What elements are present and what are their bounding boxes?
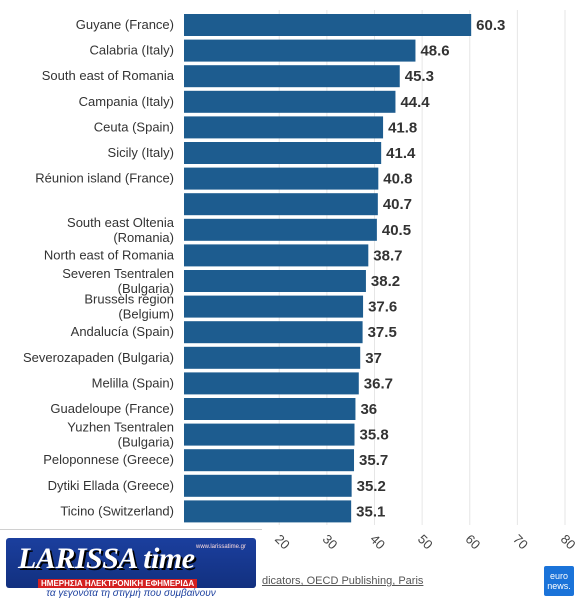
value-label: 38.2 bbox=[371, 273, 400, 290]
logo-name: LARISSA time bbox=[18, 542, 195, 575]
logo-band: LARISSA time www.larissatime.gr ΗΜΕΡΗΣΙΑ… bbox=[6, 538, 256, 588]
x-tick-label: 70 bbox=[510, 531, 531, 552]
bar bbox=[184, 39, 416, 62]
x-tick-label: 50 bbox=[415, 531, 436, 552]
value-label: 35.8 bbox=[359, 427, 388, 444]
category-label: Melilla (Spain) bbox=[92, 375, 174, 390]
bar bbox=[184, 90, 396, 113]
category-label: South east Oltenia (Romania) bbox=[67, 215, 175, 245]
category-label: Guadeloupe (France) bbox=[50, 401, 174, 416]
bar bbox=[184, 449, 355, 472]
value-label: 60.3 bbox=[476, 17, 505, 34]
bar bbox=[184, 193, 378, 216]
value-label: 37 bbox=[365, 350, 382, 367]
bar bbox=[184, 372, 359, 395]
category-label: Campania (Italy) bbox=[79, 94, 174, 109]
value-label: 45.3 bbox=[405, 68, 434, 85]
category-label: Andalucía (Spain) bbox=[71, 324, 174, 339]
value-label: 35.2 bbox=[357, 478, 386, 495]
bar bbox=[184, 423, 355, 446]
logo-subtitle: ΗΜΕΡΗΣΙΑ ΗΛΕΚΤΡΟΝΙΚΗ ΕΦΗΜΕΡΙΔΑ bbox=[38, 579, 198, 588]
category-label: Ticino (Switzerland) bbox=[60, 503, 174, 518]
logo-url: www.larissatime.gr bbox=[196, 544, 247, 550]
bar bbox=[184, 218, 377, 241]
value-label: 37.5 bbox=[368, 324, 397, 341]
value-label: 44.4 bbox=[400, 94, 430, 111]
category-label: Peloponnese (Greece) bbox=[43, 452, 174, 467]
bar bbox=[184, 167, 379, 190]
bar bbox=[184, 346, 361, 369]
bar bbox=[184, 474, 352, 497]
value-label: 41.4 bbox=[386, 145, 416, 162]
bar bbox=[184, 116, 384, 139]
value-label: 35.1 bbox=[356, 503, 385, 520]
category-label: Brussels region (Belgium) bbox=[84, 292, 174, 322]
category-label: Yuzhen Tsentralen (Bulgaria) bbox=[67, 420, 174, 450]
source-text[interactable]: dicators, OECD Publishing, Paris bbox=[262, 575, 424, 587]
value-label: 38.7 bbox=[373, 247, 402, 264]
category-label: Guyane (France) bbox=[76, 17, 174, 32]
value-label: 40.5 bbox=[382, 222, 411, 239]
bar bbox=[184, 142, 382, 164]
category-label: Severozapaden (Bulgaria) bbox=[23, 350, 174, 365]
value-label: 35.7 bbox=[359, 452, 388, 469]
bar bbox=[184, 321, 363, 344]
bar bbox=[184, 14, 472, 36]
value-label: 36.7 bbox=[364, 375, 393, 392]
category-label: North east of Romania bbox=[44, 247, 175, 262]
logo-tagline: τα γεγονότα τη στιγμή που συμβαίνουν bbox=[46, 588, 216, 599]
bars bbox=[184, 14, 472, 523]
category-labels: Guyane (France) Calabria (Italy) South eas… bbox=[23, 17, 175, 518]
grid-lines bbox=[278, 10, 566, 525]
category-label: Réunion island (France) bbox=[35, 171, 174, 186]
brand-line-2: news. bbox=[547, 581, 571, 591]
bar bbox=[184, 244, 369, 267]
bar bbox=[184, 500, 352, 523]
value-label: 40.7 bbox=[383, 196, 412, 213]
x-axis-ticks: 20 30 40 50 60 70 80 bbox=[272, 531, 579, 552]
value-label: 37.6 bbox=[368, 299, 397, 316]
category-label: Dytiki Ellada (Greece) bbox=[48, 478, 174, 493]
value-label: 41.8 bbox=[388, 119, 417, 136]
x-tick-label: 60 bbox=[463, 531, 484, 552]
x-tick-label: 40 bbox=[367, 531, 388, 552]
bar bbox=[184, 65, 400, 88]
category-label: Ceuta (Spain) bbox=[94, 119, 174, 134]
euronews-logo: euro news. bbox=[544, 566, 574, 596]
bar bbox=[184, 295, 364, 318]
category-label: Sicily (Italy) bbox=[108, 145, 174, 160]
larissa-time-logo: LARISSA time www.larissatime.gr ΗΜΕΡΗΣΙΑ… bbox=[0, 529, 262, 601]
x-tick-label: 20 bbox=[272, 531, 293, 552]
value-label: 40.8 bbox=[383, 171, 412, 188]
category-label: South east of Romania bbox=[42, 68, 175, 83]
value-label: 48.6 bbox=[420, 43, 449, 60]
x-tick-label: 30 bbox=[320, 531, 341, 552]
value-label: 36 bbox=[360, 401, 377, 418]
category-label: Severen Tsentralen (Bulgaria) bbox=[62, 266, 174, 296]
x-tick-label: 80 bbox=[558, 531, 579, 552]
bar bbox=[184, 398, 356, 420]
category-label: Calabria (Italy) bbox=[89, 43, 174, 58]
bar bbox=[184, 270, 366, 292]
value-labels: 60.3 48.6 45.3 44.4 41.8 41.4 40.8 40.7 40.5 38.7… bbox=[356, 17, 505, 520]
brand-line-1: euro bbox=[549, 571, 568, 581]
